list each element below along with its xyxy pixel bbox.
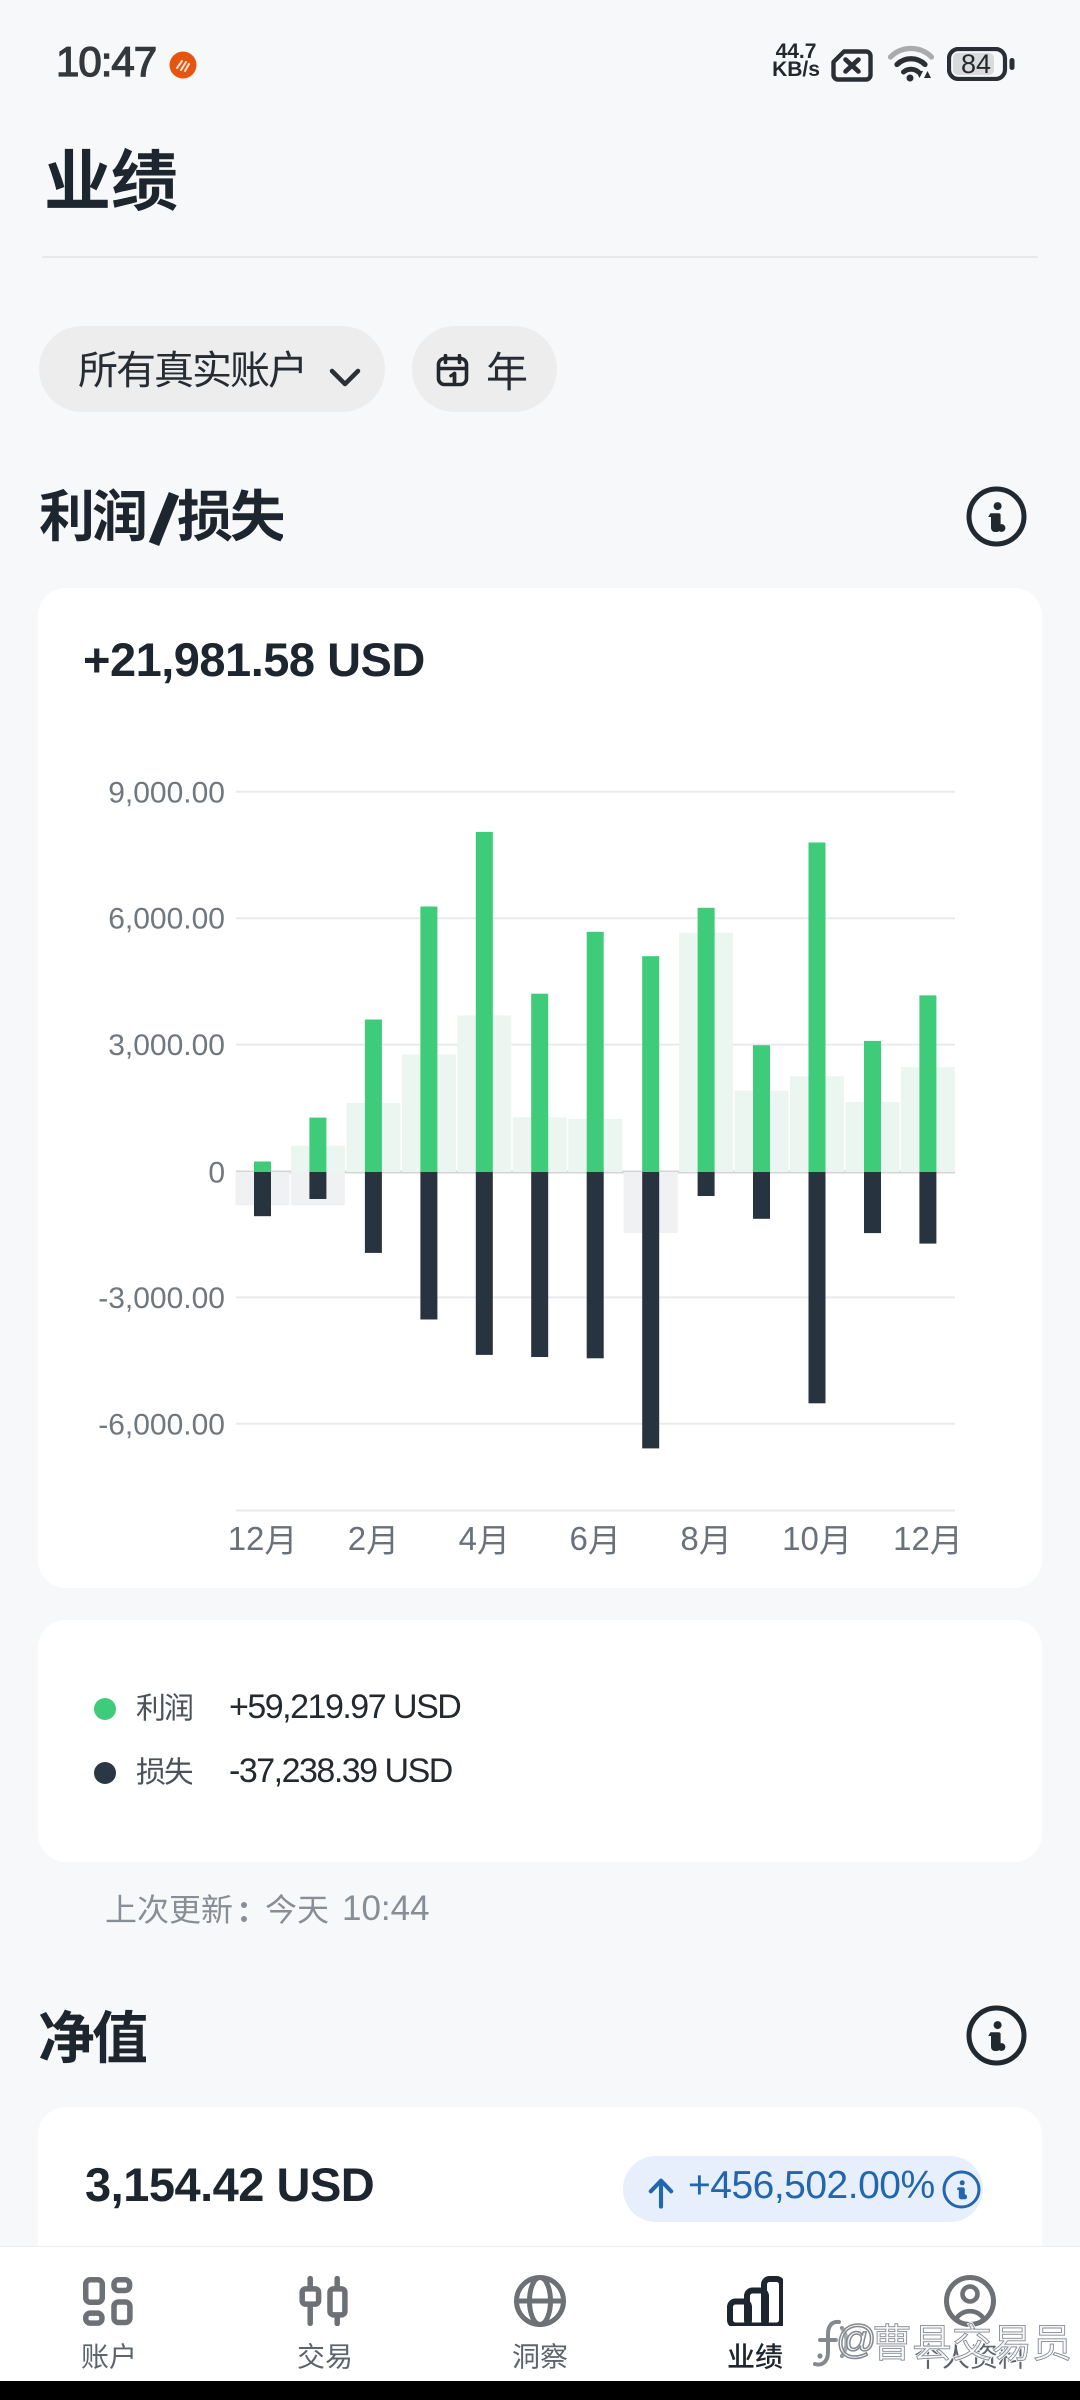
svg-text:6: 6 (570, 1520, 588, 1557)
svg-text:0: 0 (208, 1157, 225, 1190)
svg-text:-3,000.00: -3,000.00 (98, 1282, 225, 1315)
svg-text:84: 84 (961, 49, 991, 79)
svg-text:6,000.00: 6,000.00 (108, 903, 225, 936)
svg-text:3,000.00: 3,000.00 (108, 1029, 225, 1062)
svg-text:8: 8 (680, 1520, 698, 1557)
svg-text:9,000.00: 9,000.00 (108, 776, 225, 809)
svg-text:-6,000.00: -6,000.00 (98, 1408, 225, 1441)
svg-text:12: 12 (228, 1520, 265, 1557)
svg-text:12: 12 (893, 1520, 930, 1557)
svg-text:4: 4 (459, 1520, 477, 1557)
svg-text:2: 2 (348, 1520, 366, 1557)
svg-text:10: 10 (782, 1520, 819, 1557)
